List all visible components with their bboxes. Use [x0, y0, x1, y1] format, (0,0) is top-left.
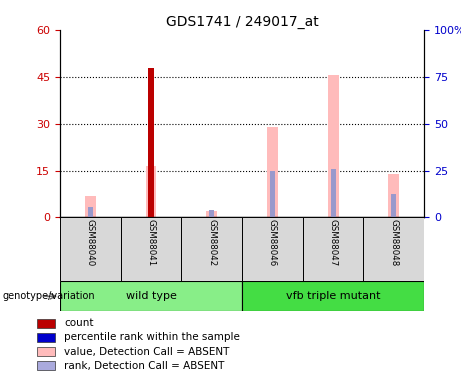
Bar: [267, 127, 278, 218]
Text: vfb triple mutant: vfb triple mutant: [286, 291, 380, 301]
Bar: [331, 169, 336, 217]
Text: wild type: wild type: [125, 291, 177, 301]
Text: GSM88042: GSM88042: [207, 219, 216, 267]
Bar: [85, 196, 96, 217]
Bar: [60, 217, 121, 281]
Bar: [303, 217, 363, 281]
Text: count: count: [65, 318, 94, 328]
Text: GSM88046: GSM88046: [268, 219, 277, 267]
Text: value, Detection Call = ABSENT: value, Detection Call = ABSENT: [65, 346, 230, 357]
Bar: [60, 281, 242, 311]
Text: GSM88048: GSM88048: [389, 219, 398, 267]
Bar: [391, 194, 396, 217]
Bar: [37, 333, 54, 342]
Text: rank, Detection Call = ABSENT: rank, Detection Call = ABSENT: [65, 361, 225, 370]
Bar: [121, 217, 181, 281]
Text: GSM88041: GSM88041: [147, 219, 155, 267]
Bar: [242, 281, 424, 311]
Text: GSM88040: GSM88040: [86, 219, 95, 267]
Bar: [388, 174, 399, 217]
Bar: [363, 217, 424, 281]
Text: percentile rank within the sample: percentile rank within the sample: [65, 333, 240, 342]
Bar: [146, 166, 156, 218]
Bar: [88, 207, 93, 218]
Bar: [206, 211, 217, 217]
Text: genotype/variation: genotype/variation: [2, 291, 95, 301]
Bar: [37, 347, 54, 356]
Bar: [37, 319, 54, 328]
Bar: [242, 217, 303, 281]
Bar: [181, 217, 242, 281]
Bar: [328, 75, 338, 217]
Text: GSM88047: GSM88047: [329, 219, 337, 267]
Bar: [148, 68, 154, 218]
Bar: [270, 171, 275, 217]
Bar: [37, 361, 54, 370]
Bar: [209, 210, 214, 218]
Bar: [148, 168, 154, 217]
Title: GDS1741 / 249017_at: GDS1741 / 249017_at: [165, 15, 319, 29]
